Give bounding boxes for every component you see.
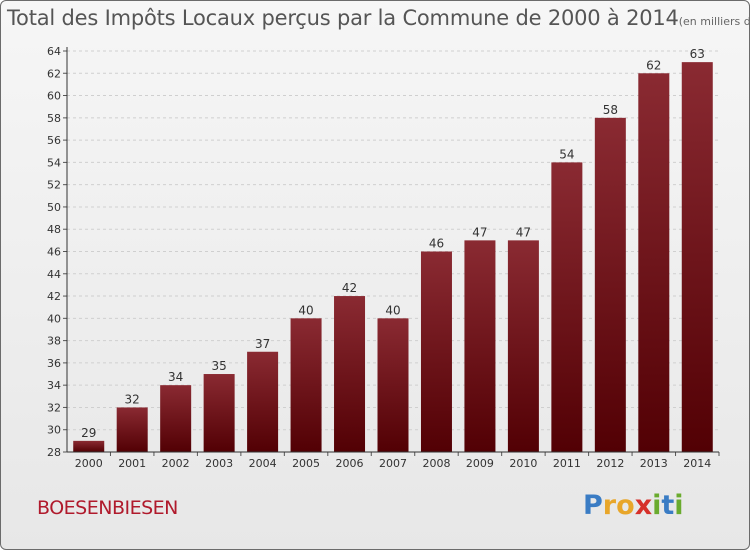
x-tick-label: 2011	[553, 457, 581, 470]
bar-2002	[160, 385, 192, 452]
logo-letter: t	[661, 490, 675, 521]
logo-letter: i	[674, 490, 684, 521]
bar-2000	[73, 440, 105, 452]
x-tick-label: 2009	[466, 457, 494, 470]
x-tick-label: 2012	[596, 457, 624, 470]
y-tick-label: 46	[47, 246, 61, 259]
data-label-2009: 47	[472, 225, 487, 239]
logo-letter: x	[634, 490, 653, 521]
y-tick-label: 28	[47, 446, 61, 459]
bar-2008	[420, 251, 452, 452]
logo-letter: P	[583, 490, 603, 521]
y-tick-label: 64	[47, 45, 61, 58]
bar-2004	[247, 351, 279, 452]
data-label-2003: 35	[211, 359, 226, 373]
x-tick-label: 2002	[162, 457, 190, 470]
y-tick-label: 48	[47, 223, 61, 236]
logo-letter: o	[616, 490, 635, 521]
bar-2001	[116, 407, 148, 452]
y-tick-label: 50	[47, 201, 61, 214]
x-tick-label: 2010	[509, 457, 537, 470]
data-label-2002: 34	[168, 370, 183, 384]
y-tick-label: 62	[47, 67, 61, 80]
bars	[73, 62, 713, 453]
data-label-2000: 29	[81, 426, 96, 440]
data-label-2006: 42	[342, 281, 357, 295]
x-tick-label: 2014	[683, 457, 711, 470]
bar-2005	[290, 318, 322, 452]
x-tick-label: 2013	[640, 457, 668, 470]
bar-2003	[203, 374, 235, 452]
chart-title-text: Total des Impôts Locaux perçus par la Co…	[7, 6, 679, 30]
x-tick-label: 2001	[118, 457, 146, 470]
y-tick-label: 34	[47, 379, 61, 392]
x-axis-ticks: 2000 2001 2002 2003 2004 2005 2006 2007 2008 2009…	[75, 452, 720, 470]
data-label-2007: 40	[385, 303, 400, 317]
bar-2009	[464, 240, 496, 452]
data-label-2014: 63	[690, 47, 705, 61]
data-label-2001: 32	[125, 392, 140, 406]
bar-2013	[638, 73, 670, 453]
data-label-2005: 40	[298, 303, 313, 317]
proxiti-logo: Proxiti	[583, 490, 684, 521]
y-tick-label: 44	[47, 268, 61, 281]
bar-2012	[594, 117, 626, 452]
bar-2011	[551, 162, 583, 452]
y-tick-label: 40	[47, 312, 61, 325]
y-tick-label: 58	[47, 112, 61, 125]
data-label-2013: 62	[646, 58, 661, 72]
x-tick-label: 2000	[75, 457, 103, 470]
x-tick-label: 2007	[379, 457, 407, 470]
x-tick-label: 2005	[292, 457, 320, 470]
y-tick-label: 42	[47, 290, 61, 303]
x-tick-label: 2003	[205, 457, 233, 470]
axes	[66, 47, 719, 453]
logo-letter: i	[652, 490, 662, 521]
y-axis-ticks: 28 30 32 34 36 38 40 42 44 46 48 50 52 54 56 58 60 62 64	[47, 45, 67, 459]
x-tick-label: 2006	[336, 457, 364, 470]
y-tick-label: 56	[47, 134, 61, 147]
bar-2007	[377, 318, 409, 452]
data-label-2010: 47	[516, 225, 531, 239]
logo-letter: r	[602, 490, 617, 521]
commune-name: BOESENBIESEN	[37, 497, 178, 519]
bar-2006	[334, 296, 366, 452]
data-labels: 29 32 34 35 37 40 42 40 46 47 47 54 58 62 63	[81, 47, 705, 440]
data-label-2012: 58	[603, 103, 618, 117]
y-tick-label: 36	[47, 357, 61, 370]
bar-2010	[507, 240, 539, 452]
chart-subtitle: (en milliers d'€)	[678, 15, 749, 28]
data-label-2008: 46	[429, 237, 444, 251]
data-label-2011: 54	[559, 147, 574, 161]
chart-title: Total des Impôts Locaux perçus par la Co…	[7, 6, 749, 30]
y-tick-label: 54	[47, 156, 61, 169]
y-tick-label: 52	[47, 179, 61, 192]
y-tick-label: 32	[47, 401, 61, 414]
data-label-2004: 37	[255, 337, 270, 351]
x-tick-label: 2004	[249, 457, 277, 470]
y-tick-label: 38	[47, 335, 61, 348]
y-tick-label: 30	[47, 424, 61, 437]
x-tick-label: 2008	[422, 457, 450, 470]
y-tick-label: 60	[47, 90, 61, 103]
bar-2014	[681, 62, 713, 453]
